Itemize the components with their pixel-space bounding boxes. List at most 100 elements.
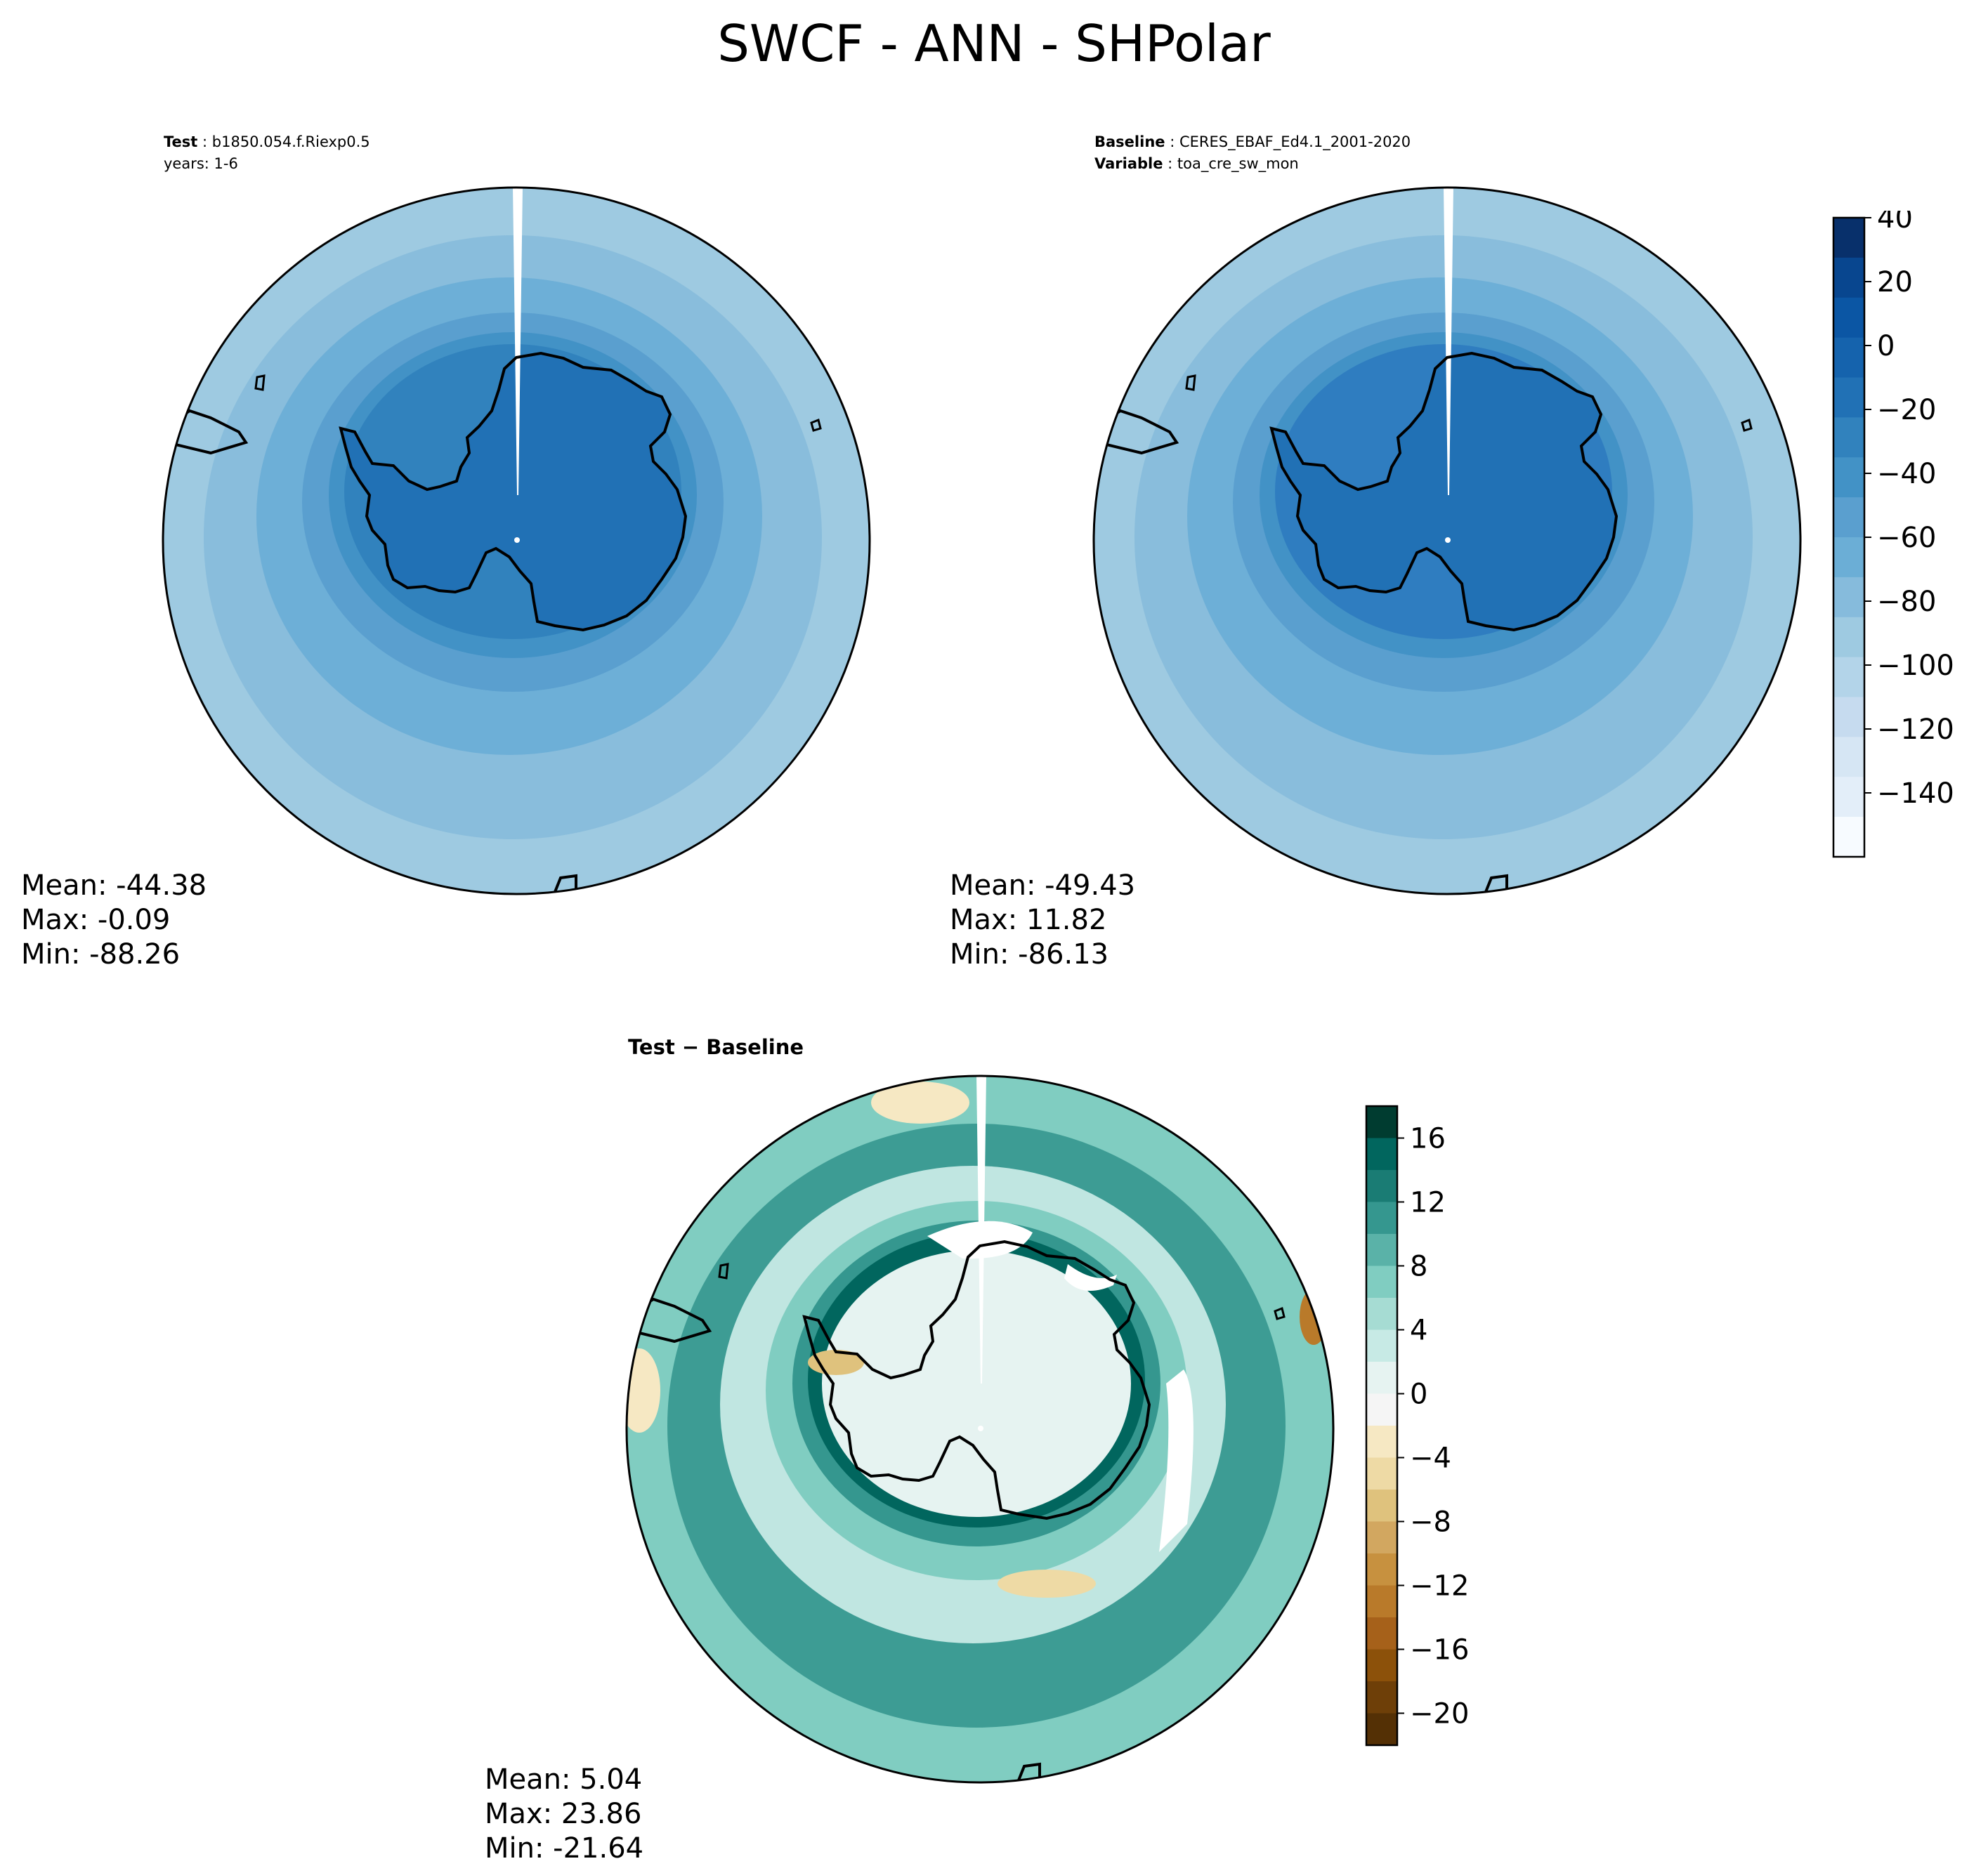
colorbar-segment [1833,737,1864,777]
colorbar-tick-label: 20 [1877,266,1913,298]
negative-patch [1300,1289,1328,1345]
difference-header: Test − Baseline [628,1035,804,1059]
continent-fill [1271,353,1616,630]
test-header-years: years: 1-6 [164,155,238,172]
tasmania-coastline [1482,874,1508,894]
colorbar-segment [1833,417,1864,458]
map-field [627,1076,1333,1782]
difference-min: Min: -21.64 [485,1832,644,1865]
colorbar-tick-label: −120 [1877,714,1954,746]
difference-map [625,1074,1335,1784]
baseline-header: Baseline : CERES_EBAF_Ed4.1_2001-2020 Va… [1094,133,1411,172]
colorbar-tick-label: −40 [1877,458,1936,490]
pole-point [1445,537,1451,543]
seam [976,1076,986,1384]
island-coastline [1741,418,1753,432]
colorbar-segment [1366,1298,1397,1330]
colorbar-segment [1366,1329,1397,1362]
mask-gap [1159,1369,1194,1552]
negative-patch [871,1082,969,1124]
colorbar-segment [1833,218,1864,258]
colorbar-segment [1366,1617,1397,1650]
baseline-max: Max: 11.82 [950,904,1107,936]
colorbar-segment [1833,577,1864,618]
baseline-mean: Mean: -49.43 [950,869,1136,902]
south-america-coastline [163,409,249,455]
colorbar-segment [1833,497,1864,538]
map-boundary [625,1074,1335,1784]
colorbar-segment [1366,1266,1397,1299]
colorbar-absolute: 40 20 0 −20 −40 −60 −80 −100 −120 −140 [1832,211,1954,858]
colorbar-segment [1366,1681,1397,1714]
map-boundary [1092,186,1802,895]
colorbar-tick-label: −4 [1410,1442,1451,1475]
test-max: Max: -0.09 [21,904,171,936]
field-inner [822,1250,1131,1517]
island-coastline [1185,374,1196,391]
colorbar-segment [1366,1521,1397,1554]
island-coastline [254,374,266,391]
pole-point [514,537,520,543]
island-coastline [1274,1306,1286,1320]
colorbar-tick-label: 40 [1877,211,1913,235]
variable-header-label: Variable [1094,155,1163,172]
colorbar-tick-label: 0 [1410,1379,1427,1411]
baseline-map [1092,186,1802,895]
colorbar-segment [1833,537,1864,578]
test-header: Test : b1850.054.f.Riexp0.5 years: 1-6 [164,131,370,175]
colorbar-tick-label: −80 [1877,586,1936,618]
colorbar-segment [1833,297,1864,339]
colorbar-tick-label: 4 [1410,1315,1427,1347]
colorbar-tick-label: −8 [1410,1506,1451,1539]
colorbar-segment [1366,1649,1397,1682]
antarctica-coastline [339,351,688,632]
colorbar-segment [1366,1585,1397,1618]
colorbar-segment [1366,1713,1397,1746]
island-coastline [810,418,822,432]
colorbar-tick-label: 16 [1410,1123,1446,1155]
test-min: Min: -88.26 [21,938,181,971]
tasmania-coastline [551,874,577,894]
figure-title: SWCF - ANN - SHPolar [717,14,1271,73]
colorbar-segment [1366,1553,1397,1586]
colorbar-tick-label: −100 [1877,650,1954,682]
colorbar-tick-label: 12 [1410,1187,1446,1219]
colorbar-segment [1366,1393,1397,1426]
colorbar-segment [1366,1202,1397,1235]
colorbar-tick-label: −20 [1410,1698,1469,1730]
colorbar-segment [1366,1106,1397,1138]
baseline-header-label: Baseline [1094,133,1165,150]
colorbar-tick-label: −60 [1877,522,1936,554]
difference-max: Max: 23.86 [485,1798,642,1830]
difference-mean: Mean: 5.04 [485,1763,643,1796]
colorbar-tick-label: −20 [1877,394,1936,426]
baseline-min: Min: -86.13 [950,938,1109,971]
colorbar-frame [1365,1105,1399,1747]
colorbar-segment [1833,257,1864,298]
colorbar-segment [1366,1457,1397,1490]
map-field [1094,188,1800,894]
negative-patch [998,1570,1096,1598]
test-header-label: Test [164,133,198,150]
seam [513,188,523,495]
colorbar-segment [1366,1426,1397,1458]
colorbar-tick-label: 8 [1410,1251,1427,1283]
colorbar-segment [1366,1138,1397,1171]
colorbar-tick-label: 0 [1877,330,1895,362]
baseline-stats: Mean: -49.43 Max: 11.82 Min: -86.13 [950,869,1135,972]
seam [1444,188,1453,495]
variable-header-value: toa_cre_sw_mon [1177,155,1299,172]
antarctica-coastline [802,1240,1151,1520]
colorbar-segment [1366,1234,1397,1266]
colorbar-segment [1833,777,1864,817]
colorbar-segment [1833,657,1864,697]
continent-fill [341,353,686,630]
baseline-header-value: CERES_EBAF_Ed4.1_2001-2020 [1179,133,1411,150]
test-map [162,186,871,895]
mask-gap [1064,1264,1117,1291]
colorbar-difference: 16 12 8 4 0 −4 −8 −12 −16 −20 [1365,1105,1469,1747]
colorbar-segment [1833,617,1864,658]
colorbar-segment [1366,1490,1397,1522]
test-mean: Mean: -44.38 [21,869,207,902]
colorbar-segment [1366,1362,1397,1394]
